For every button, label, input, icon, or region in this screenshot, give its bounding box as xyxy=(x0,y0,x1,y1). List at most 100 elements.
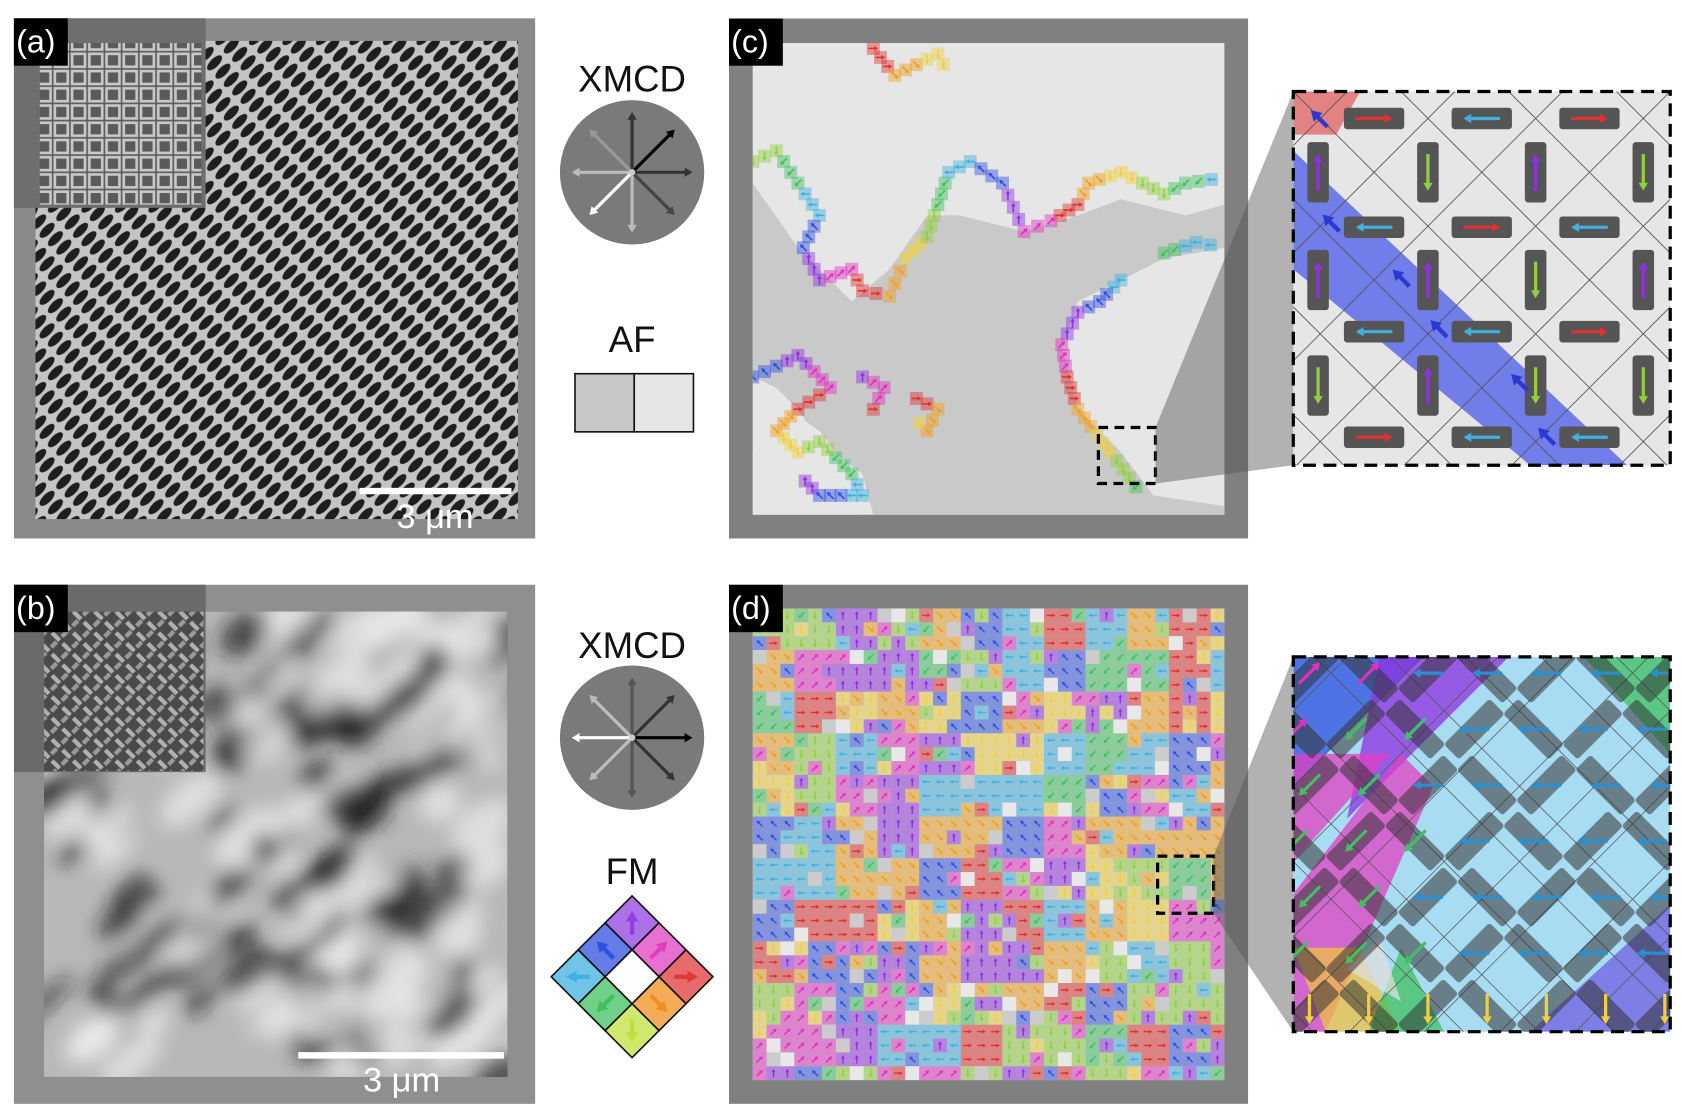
arrow-head xyxy=(1008,725,1013,730)
arrow-shaft xyxy=(1116,847,1122,853)
arrow-head xyxy=(897,1042,902,1047)
arrow-head xyxy=(1161,1070,1166,1074)
arrow-shaft xyxy=(1174,766,1180,772)
panel-a: 3 μm (a) xyxy=(13,18,536,539)
arrow-head xyxy=(1161,697,1166,702)
legend-title: AF xyxy=(609,319,656,360)
arrow-shaft xyxy=(894,708,901,715)
arrow-head xyxy=(1132,1018,1137,1023)
arrow-shaft xyxy=(1144,780,1150,786)
arrow-head xyxy=(840,1027,845,1031)
arrow-shaft xyxy=(1061,835,1067,841)
arrow-head xyxy=(812,945,816,950)
arrow-head xyxy=(799,630,804,634)
arrow-shaft xyxy=(880,627,887,633)
vertex-cell xyxy=(1210,969,1225,984)
arrow-head xyxy=(899,1071,903,1076)
arrow-head xyxy=(783,710,787,715)
arrow-head xyxy=(1076,1046,1081,1050)
arrow-head xyxy=(1161,642,1166,647)
arrow-head xyxy=(897,973,902,977)
af-swatch xyxy=(633,372,695,433)
arrow-head xyxy=(770,848,775,852)
arrow-head xyxy=(883,737,888,742)
arrow-head xyxy=(814,681,819,686)
arrow-head xyxy=(1201,1004,1206,1009)
arrow-shaft xyxy=(908,988,914,994)
arrow-head xyxy=(1202,931,1207,936)
arrow-shaft xyxy=(989,174,996,180)
arrow-shaft xyxy=(882,724,889,730)
arrow-head xyxy=(966,808,971,813)
vertex-cell xyxy=(1155,996,1169,1011)
lattice-line xyxy=(1295,91,1671,466)
arrow-head xyxy=(807,202,812,207)
arrow-shaft xyxy=(880,875,887,881)
arrow-head xyxy=(1032,779,1037,784)
arrow-head xyxy=(895,919,900,924)
arrow-shaft xyxy=(783,764,790,770)
arrow-head xyxy=(965,971,970,976)
arrow-shaft xyxy=(826,385,833,392)
arrow-head xyxy=(1118,879,1123,884)
arrow-head xyxy=(1048,652,1053,657)
arrow-shaft xyxy=(1020,229,1026,236)
arrow-head xyxy=(840,1074,845,1078)
arrow-head xyxy=(1064,329,1070,333)
arrow-shaft xyxy=(1186,918,1192,925)
vertex-cell xyxy=(794,927,809,942)
arrow-head xyxy=(897,1014,902,1019)
arrow-shaft xyxy=(825,1057,831,1063)
arrow-head xyxy=(1034,848,1038,852)
arrow-head xyxy=(994,670,999,674)
arrow-head xyxy=(855,961,860,966)
arrow-shaft xyxy=(825,988,831,994)
arrow-shaft xyxy=(1075,958,1081,964)
arrow-shaft xyxy=(1104,807,1111,814)
arrow-head xyxy=(1091,822,1096,827)
arrow-shaft xyxy=(1144,1071,1150,1077)
arrow-shaft xyxy=(1201,738,1208,744)
arrow-shaft xyxy=(867,875,873,881)
blob xyxy=(316,859,355,892)
arrow-head xyxy=(1600,1016,1611,1025)
arrow-shaft xyxy=(979,627,986,633)
arrow-head xyxy=(965,657,970,662)
arrow-head xyxy=(756,711,761,716)
arrow-head xyxy=(978,640,983,644)
arrow-shaft xyxy=(894,861,901,867)
arrow-head xyxy=(1117,739,1122,744)
arrow-shaft xyxy=(869,380,876,387)
arrow-head xyxy=(911,986,916,991)
blob xyxy=(119,960,182,1015)
arrow-shaft xyxy=(1174,875,1180,881)
arrow-head xyxy=(1104,1074,1109,1078)
arrow-head xyxy=(964,1016,969,1021)
arrow-head xyxy=(1007,755,1012,759)
arrow-head xyxy=(1038,904,1042,909)
arrow-head xyxy=(964,709,969,714)
arrow-shaft xyxy=(1118,639,1124,645)
arrow-head xyxy=(939,961,944,966)
arrow-head xyxy=(982,849,986,854)
blob xyxy=(91,831,139,872)
arrow-head xyxy=(842,822,846,827)
arrow-head xyxy=(798,406,803,412)
arrow-head xyxy=(951,1018,956,1023)
arrow-shaft xyxy=(1049,1071,1055,1077)
arrow-head xyxy=(1173,949,1178,953)
arrow-head xyxy=(923,986,927,991)
arrow-head xyxy=(913,890,917,895)
vertex-cell xyxy=(863,788,878,803)
arrow-head xyxy=(993,1018,998,1023)
arrow-head xyxy=(911,794,916,799)
arrow-head xyxy=(1023,228,1028,233)
arrow-shaft xyxy=(1061,364,1068,371)
arrow-head xyxy=(1051,1001,1056,1006)
arrow-head xyxy=(939,836,944,841)
arrow-head xyxy=(1022,862,1027,866)
arrow-head xyxy=(1459,948,1467,958)
vertex-cell xyxy=(780,844,795,859)
arrow-shaft xyxy=(769,764,776,770)
arrow-head xyxy=(787,171,792,176)
